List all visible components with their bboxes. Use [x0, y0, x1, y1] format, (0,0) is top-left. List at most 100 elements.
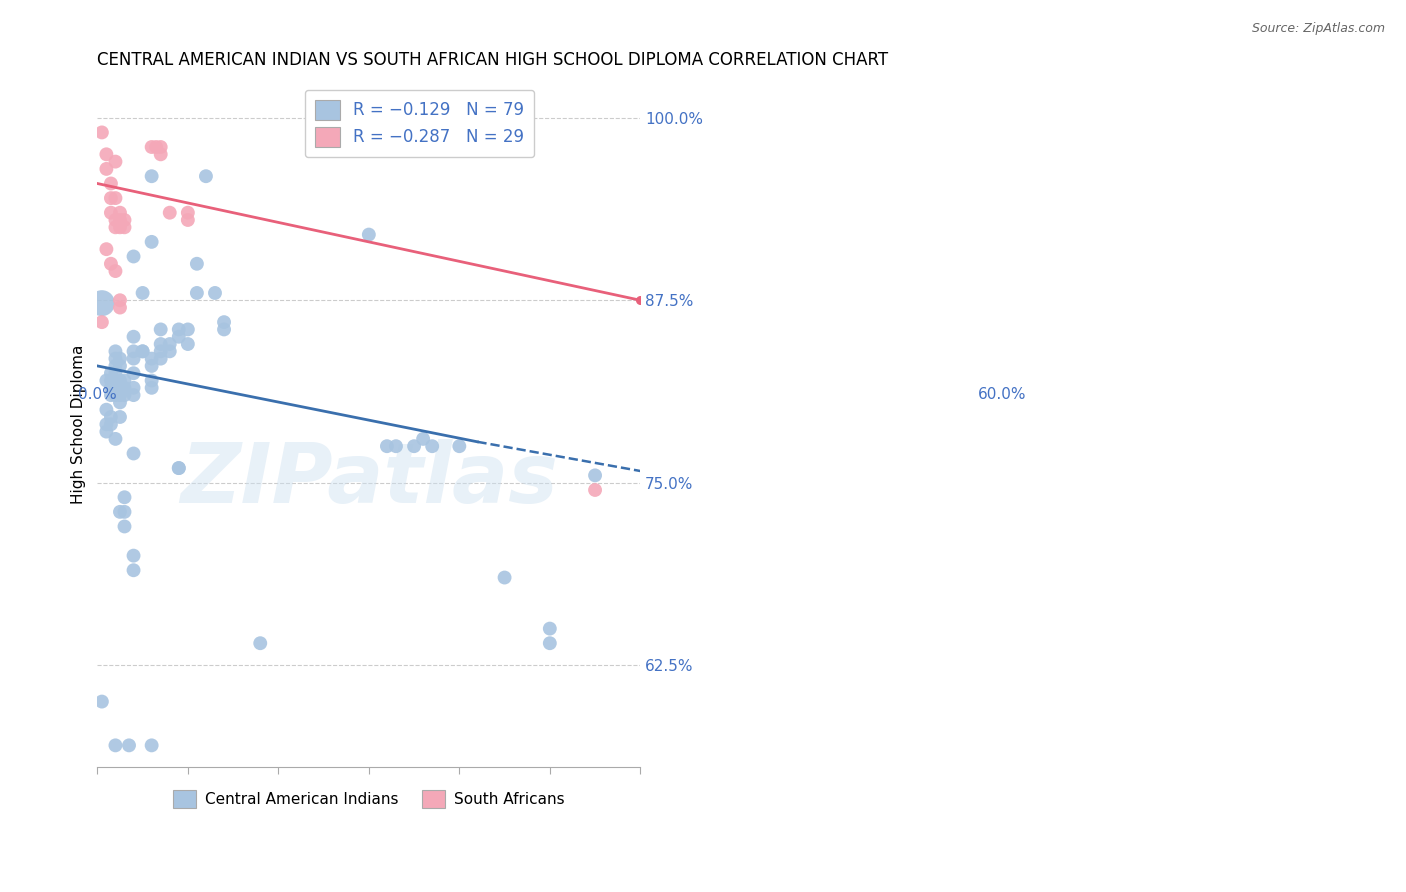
Point: [90, 125, 112, 139]
Point: [628, 293, 651, 308]
Point: [385, 439, 408, 453]
Point: [149, 344, 172, 359]
Point: [122, 381, 145, 395]
Point: [449, 439, 471, 453]
Point: [114, 220, 136, 235]
Point: [90, 315, 112, 329]
Point: [122, 549, 145, 563]
Point: [167, 461, 190, 475]
Point: [100, 205, 122, 219]
Point: [104, 739, 127, 753]
Point: [108, 505, 131, 519]
Point: [114, 388, 136, 402]
Point: [114, 490, 136, 504]
Point: [100, 177, 122, 191]
Point: [104, 366, 127, 380]
Point: [159, 344, 181, 359]
Point: [108, 374, 131, 388]
Point: [104, 432, 127, 446]
Point: [122, 446, 145, 460]
Point: [141, 351, 163, 366]
Point: [583, 483, 606, 497]
Point: [100, 191, 122, 205]
Point: [538, 636, 561, 650]
Point: [357, 227, 380, 242]
Point: [96, 147, 118, 161]
Point: [131, 285, 153, 300]
Point: [108, 409, 131, 424]
Point: [141, 169, 163, 184]
Point: [186, 257, 208, 271]
Point: [96, 402, 118, 417]
Text: 0.0%: 0.0%: [77, 386, 117, 401]
Point: [114, 519, 136, 533]
Point: [412, 432, 434, 446]
Point: [96, 374, 118, 388]
Point: [404, 439, 426, 453]
Point: [149, 147, 172, 161]
Point: [122, 330, 145, 344]
Text: CENTRAL AMERICAN INDIAN VS SOUTH AFRICAN HIGH SCHOOL DIPLOMA CORRELATION CHART: CENTRAL AMERICAN INDIAN VS SOUTH AFRICAN…: [97, 51, 889, 69]
Point: [177, 337, 200, 351]
Point: [90, 296, 112, 310]
Point: [100, 388, 122, 402]
Point: [141, 235, 163, 249]
Point: [122, 344, 145, 359]
Point: [104, 191, 127, 205]
Point: [108, 220, 131, 235]
Point: [141, 739, 163, 753]
Point: [104, 154, 127, 169]
Point: [149, 337, 172, 351]
Point: [538, 622, 561, 636]
Point: [177, 322, 200, 336]
Point: [186, 285, 208, 300]
Text: Source: ZipAtlas.com: Source: ZipAtlas.com: [1251, 22, 1385, 36]
Point: [122, 250, 145, 264]
Point: [108, 205, 131, 219]
Point: [104, 213, 127, 227]
Point: [159, 205, 181, 219]
Point: [494, 570, 516, 584]
Point: [194, 169, 217, 184]
Point: [177, 213, 200, 227]
Point: [104, 344, 127, 359]
Point: [96, 417, 118, 432]
Point: [104, 374, 127, 388]
Point: [104, 381, 127, 395]
Point: [100, 417, 122, 432]
Point: [104, 220, 127, 235]
Point: [108, 388, 131, 402]
Point: [122, 351, 145, 366]
Point: [249, 636, 271, 650]
Point: [583, 468, 606, 483]
Legend: Central American Indians, South Africans: Central American Indians, South Africans: [167, 784, 571, 814]
Point: [114, 213, 136, 227]
Point: [167, 322, 190, 336]
Point: [141, 374, 163, 388]
Point: [104, 359, 127, 373]
Point: [100, 381, 122, 395]
Point: [212, 322, 235, 336]
Point: [114, 374, 136, 388]
Point: [177, 205, 200, 219]
Point: [167, 330, 190, 344]
Point: [204, 285, 226, 300]
Point: [420, 439, 443, 453]
Point: [108, 351, 131, 366]
Point: [114, 381, 136, 395]
Point: [122, 366, 145, 380]
Point: [141, 359, 163, 373]
Point: [149, 322, 172, 336]
Text: 60.0%: 60.0%: [979, 386, 1026, 401]
Point: [149, 140, 172, 154]
Point: [108, 301, 131, 315]
Point: [131, 344, 153, 359]
Point: [131, 344, 153, 359]
Point: [90, 695, 112, 709]
Point: [108, 381, 131, 395]
Point: [141, 140, 163, 154]
Point: [108, 293, 131, 308]
Point: [100, 366, 122, 380]
Point: [100, 257, 122, 271]
Point: [100, 409, 122, 424]
